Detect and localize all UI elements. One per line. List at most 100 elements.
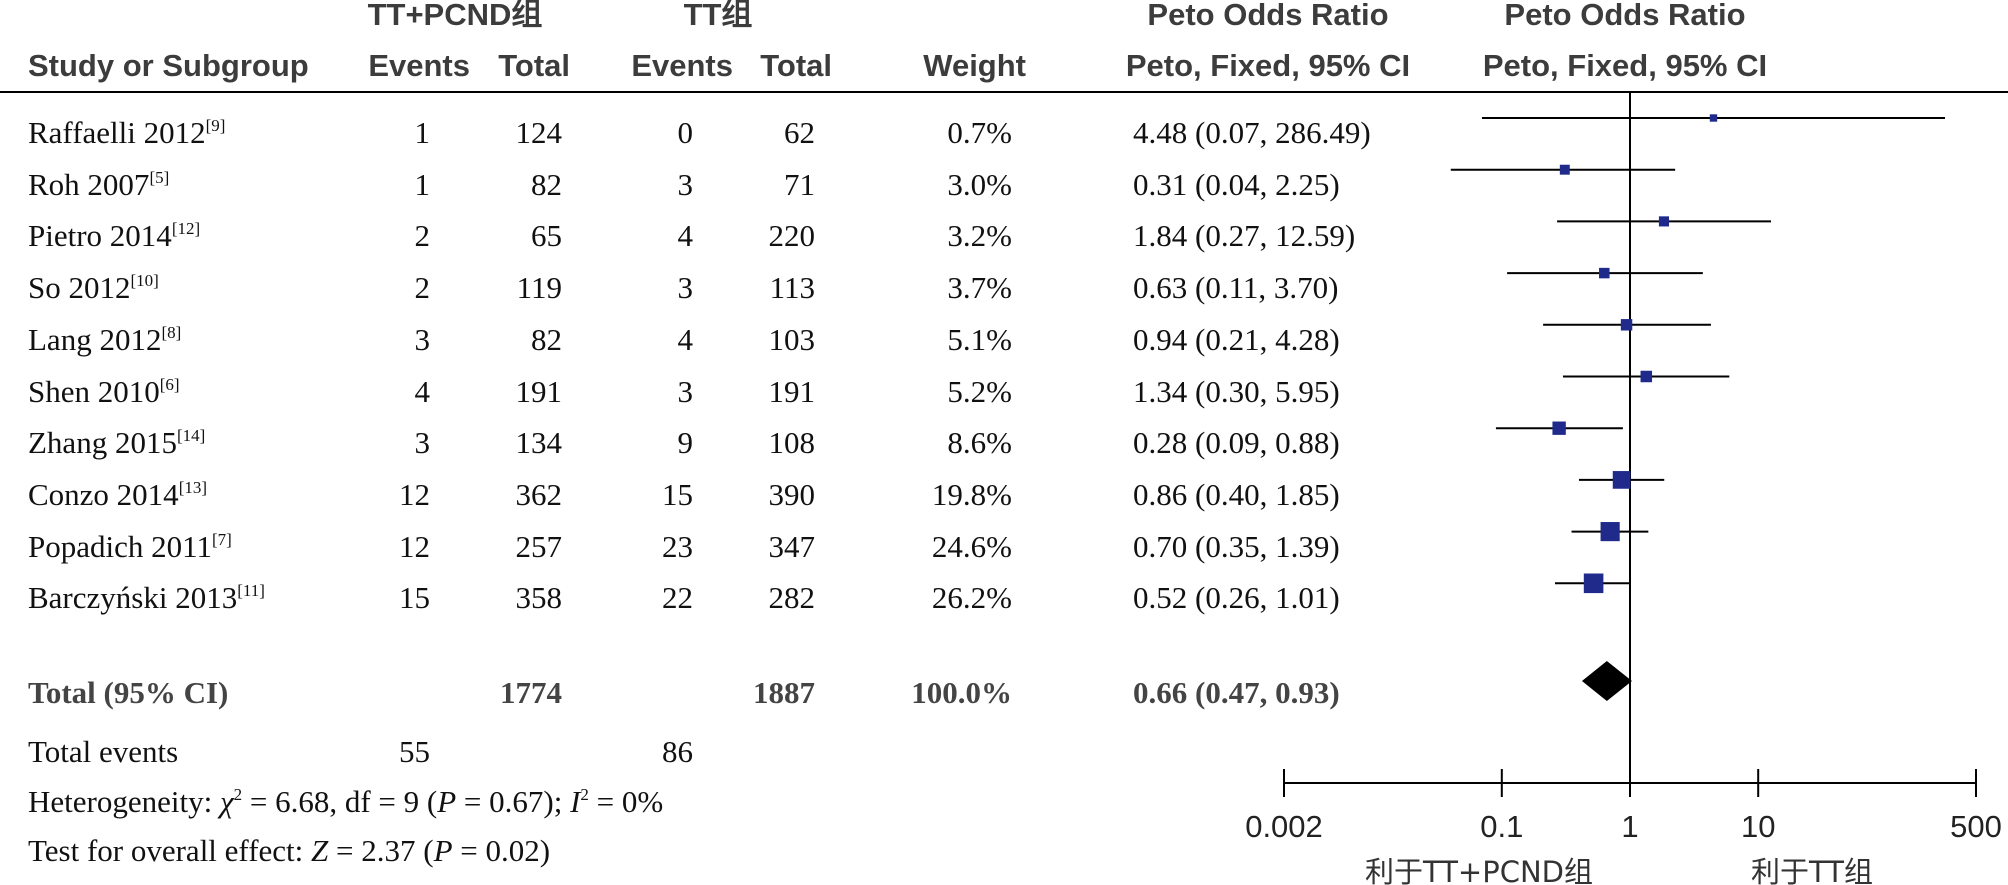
study-marker	[1620, 319, 1633, 331]
ci-header-2: Peto, Fixed, 95% CI	[1483, 48, 1767, 83]
total2-cell: 220	[769, 218, 816, 253]
total-weight: 100.0%	[911, 675, 1012, 710]
study-rows: Raffaelli 2012[9] 1 124 0 62 0.7% 4.48 (0.07, …	[28, 115, 1371, 615]
ci-cell: 0.31 (0.04, 2.25)	[1133, 167, 1340, 202]
or-header-2: Peto Odds Ratio	[1504, 0, 1745, 32]
study-name: Raffaelli 2012[9]	[28, 115, 225, 150]
ci-cell: 4.48 (0.07, 286.49)	[1133, 115, 1371, 150]
table-row: Lang 2012[8] 3 82 4 103 5.1% 0.94 (0.21, 4.28)	[28, 322, 1340, 357]
study-name: Pietro 2014[12]	[28, 218, 200, 253]
total1-cell: 82	[531, 167, 562, 202]
total-label: Total (95% CI)	[28, 675, 228, 710]
total2-cell: 347	[769, 529, 816, 564]
events2-cell: 4	[678, 322, 694, 357]
study-marker	[1658, 216, 1669, 227]
pooled-diamond	[1581, 661, 1632, 701]
events2-cell: 4	[678, 218, 694, 253]
total-ci: 0.66 (0.47, 0.93)	[1133, 675, 1340, 710]
study-marker	[1552, 421, 1566, 435]
favours-right-label: 利于TT组	[1751, 855, 1873, 885]
total-t1: 1774	[500, 675, 562, 710]
ci-cell: 0.28 (0.09, 0.88)	[1133, 425, 1340, 460]
weight-cell: 19.8%	[932, 477, 1012, 512]
total1-cell: 65	[531, 218, 562, 253]
events1-cell: 1	[415, 115, 431, 150]
weight-header: Weight	[923, 48, 1026, 83]
study-name: Popadich 2011[7]	[28, 529, 232, 564]
total1-header: Total	[498, 48, 570, 83]
ci-cell: 0.86 (0.40, 1.85)	[1133, 477, 1340, 512]
table-row: Pietro 2014[12] 2 65 4 220 3.2% 1.84 (0.27, 12…	[28, 218, 1355, 253]
events2-cell: 22	[662, 580, 693, 615]
events2-cell: 3	[678, 167, 694, 202]
x-tick-label: 0.1	[1480, 809, 1523, 844]
events1-cell: 12	[399, 529, 430, 564]
total-events-e1: 55	[399, 734, 430, 769]
weight-cell: 24.6%	[932, 529, 1012, 564]
weight-cell: 5.2%	[947, 374, 1012, 409]
table-row: Roh 2007[5] 1 82 3 71 3.0% 0.31 (0.04, 2.25)	[28, 167, 1340, 202]
table-row: Barczyński 2013[11] 15 358 22 282 26.2% 0.52 (…	[28, 580, 1340, 615]
events2-cell: 23	[662, 529, 693, 564]
total2-cell: 191	[769, 374, 816, 409]
total1-cell: 191	[516, 374, 563, 409]
events2-cell: 15	[662, 477, 693, 512]
total1-cell: 82	[531, 322, 562, 357]
study-marker	[1709, 114, 1718, 122]
events1-cell: 3	[415, 322, 431, 357]
weight-cell: 0.7%	[947, 115, 1012, 150]
events1-cell: 15	[399, 580, 430, 615]
total-t2: 1887	[753, 675, 815, 710]
total-events-e2: 86	[662, 734, 693, 769]
study-marker	[1559, 164, 1570, 175]
events2-cell: 3	[678, 374, 694, 409]
ci-cell: 0.63 (0.11, 3.70)	[1133, 270, 1339, 305]
ci-cell: 0.52 (0.26, 1.01)	[1133, 580, 1340, 615]
events1-cell: 1	[415, 167, 431, 202]
table-row: Zhang 2015[14] 3 134 9 108 8.6% 0.28 (0.09, 0.…	[28, 425, 1340, 460]
study-name: Conzo 2014[13]	[28, 477, 207, 512]
events1-cell: 2	[415, 218, 431, 253]
favours-left-label: 利于TT+PCND组	[1365, 855, 1593, 885]
study-marker	[1600, 522, 1620, 542]
weight-cell: 8.6%	[947, 425, 1012, 460]
overall-effect-text: Test for overall effect: Z = 2.37 (P = 0…	[28, 833, 550, 868]
ci-cell: 1.34 (0.30, 5.95)	[1133, 374, 1340, 409]
total1-cell: 362	[516, 477, 563, 512]
weight-cell: 5.1%	[947, 322, 1012, 357]
ci-cell: 0.70 (0.35, 1.39)	[1133, 529, 1340, 564]
total1-cell: 358	[516, 580, 563, 615]
table-row: Popadich 2011[7] 12 257 23 347 24.6% 0.70 (0.3…	[28, 529, 1340, 564]
ci-header-1: Peto, Fixed, 95% CI	[1126, 48, 1410, 83]
total2-cell: 108	[769, 425, 816, 460]
study-name: Barczyński 2013[11]	[28, 580, 265, 615]
total2-cell: 71	[784, 167, 815, 202]
x-tick-label: 0.002	[1245, 809, 1323, 844]
table-row: Conzo 2014[13] 12 362 15 390 19.8% 0.86 (0.40,…	[28, 477, 1340, 512]
events2-cell: 3	[678, 270, 694, 305]
events1-header: Events	[368, 48, 470, 83]
group2-header: TT组	[684, 0, 753, 32]
events2-cell: 9	[678, 425, 694, 460]
total2-cell: 103	[769, 322, 816, 357]
total2-cell: 113	[770, 270, 815, 305]
weight-cell: 3.7%	[947, 270, 1012, 305]
x-tick-label: 10	[1741, 809, 1775, 844]
study-marker	[1612, 471, 1631, 489]
study-column-header: Study or Subgroup	[28, 48, 309, 83]
total2-cell: 390	[769, 477, 816, 512]
or-header-1: Peto Odds Ratio	[1147, 0, 1388, 32]
plot-area: 0.002 0.1 1 10 500	[1245, 92, 2002, 844]
study-name: So 2012[10]	[28, 270, 159, 305]
ci-cell: 1.84 (0.27, 12.59)	[1133, 218, 1355, 253]
events1-cell: 12	[399, 477, 430, 512]
table-row: Shen 2010[6] 4 191 3 191 5.2% 1.34 (0.30, 5.95…	[28, 374, 1340, 409]
study-name: Lang 2012[8]	[28, 322, 181, 357]
table-row: So 2012[10] 2 119 3 113 3.7% 0.63 (0.11, 3.70)	[28, 270, 1339, 305]
study-name: Zhang 2015[14]	[28, 425, 205, 460]
weight-cell: 3.2%	[947, 218, 1012, 253]
study-name: Shen 2010[6]	[28, 374, 180, 409]
study-marker	[1640, 370, 1653, 383]
study-marker	[1599, 267, 1610, 279]
